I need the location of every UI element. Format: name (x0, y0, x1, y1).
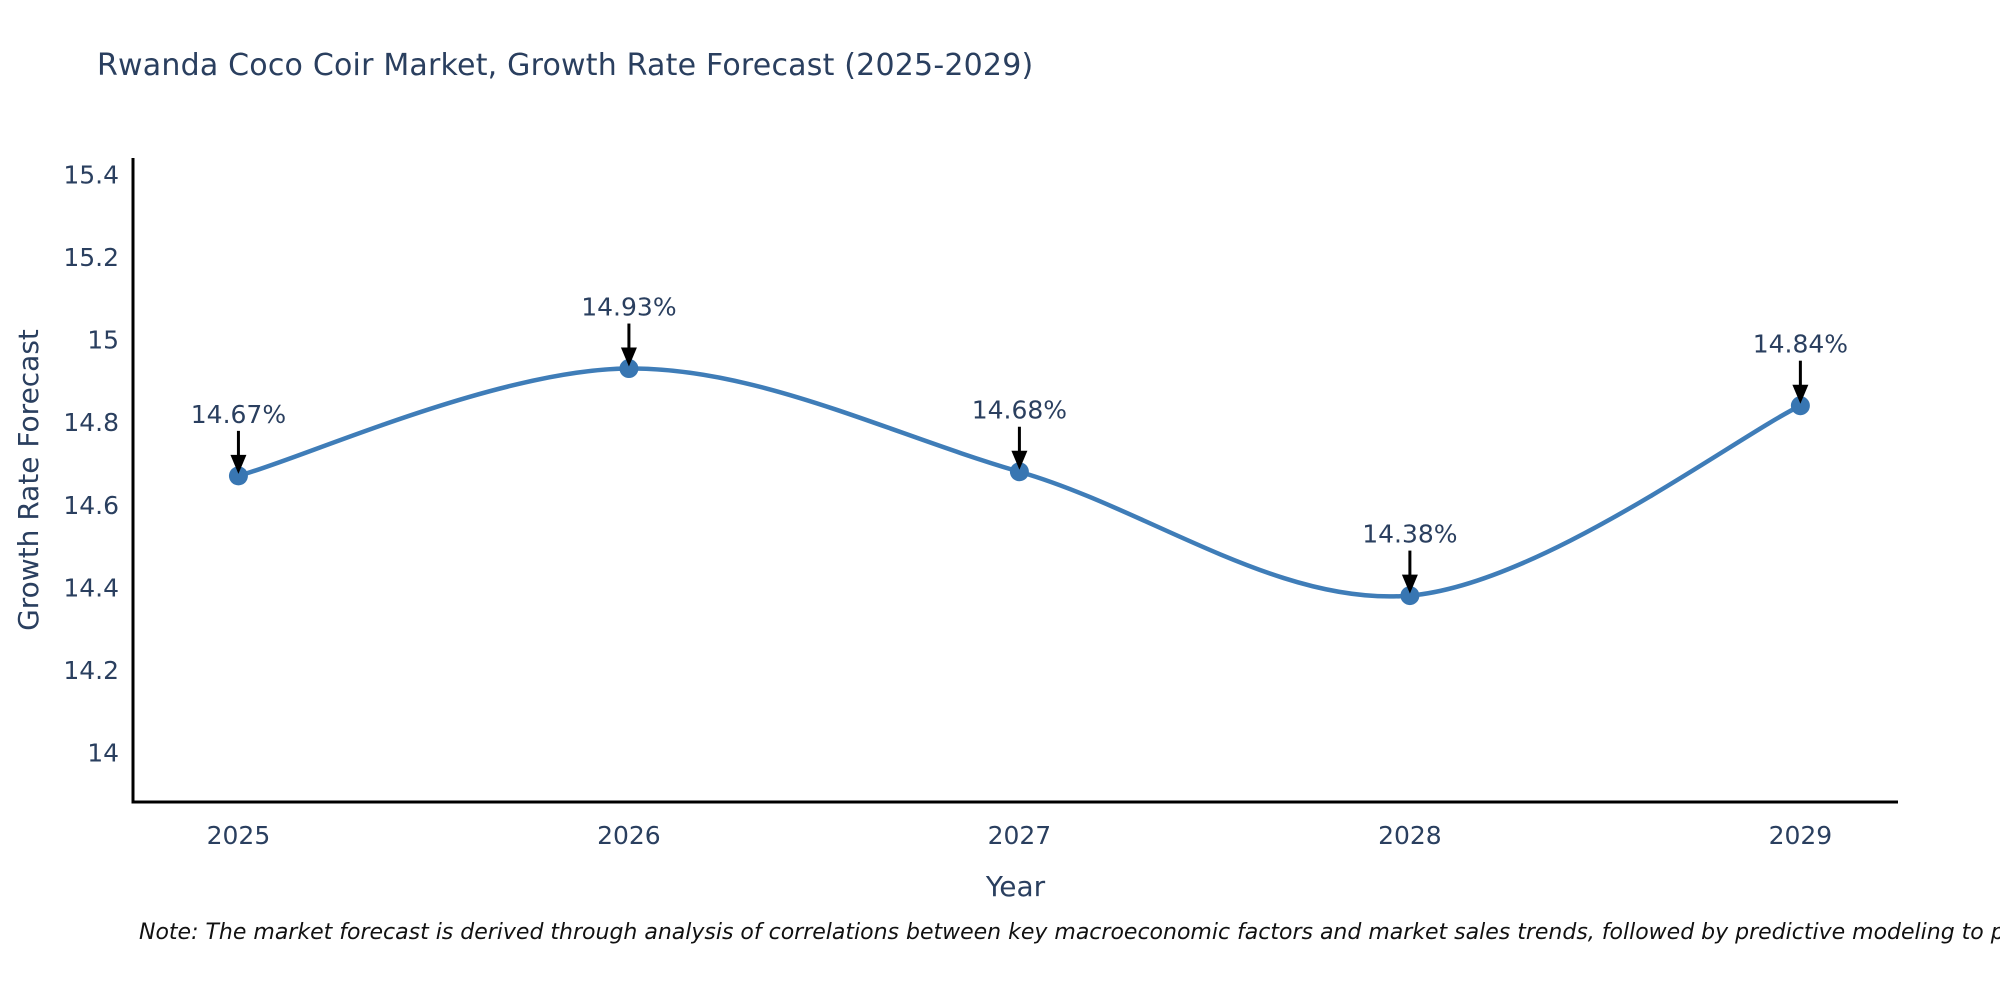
y-tick-label: 14.8 (63, 408, 119, 437)
x-axis-title: Year (985, 870, 1046, 903)
annotation-arrow-head (1401, 574, 1418, 594)
annotation-label: 14.67% (191, 400, 286, 429)
data-point-marker (1009, 462, 1029, 482)
y-tick-label: 14.6 (63, 491, 119, 520)
y-tick-label: 14 (87, 738, 119, 767)
data-point-marker (619, 359, 639, 379)
y-tick-label: 15 (87, 326, 119, 355)
data-point-marker (228, 466, 248, 486)
annotation-label: 14.93% (581, 293, 676, 322)
annotation-label: 14.84% (1753, 330, 1848, 359)
x-tick-label: 2027 (988, 821, 1052, 850)
annotation-arrow-head (1792, 384, 1809, 404)
data-point-marker (1790, 396, 1810, 416)
chart-title: Rwanda Coco Coir Market, Growth Rate For… (97, 48, 1034, 83)
annotation-label: 14.68% (972, 396, 1067, 425)
annotation-arrow-head (1011, 450, 1028, 470)
x-tick-label: 2028 (1378, 821, 1442, 850)
y-tick-label: 15.2 (63, 243, 119, 272)
x-tick-label: 2025 (207, 821, 271, 850)
annotation-arrow-head (230, 454, 247, 474)
annotation-arrow-head (620, 347, 637, 367)
y-tick-label: 15.4 (63, 161, 119, 190)
x-tick-label: 2026 (597, 821, 661, 850)
y-tick-label: 14.2 (63, 656, 119, 685)
y-axis-title: Growth Rate Forecast (12, 329, 45, 631)
annotation-label: 14.38% (1362, 520, 1457, 549)
x-tick-label: 2029 (1769, 821, 1833, 850)
y-tick-label: 14.4 (63, 573, 119, 602)
footnote: Note: The market forecast is derived thr… (139, 920, 2000, 945)
data-point-marker (1400, 586, 1420, 606)
